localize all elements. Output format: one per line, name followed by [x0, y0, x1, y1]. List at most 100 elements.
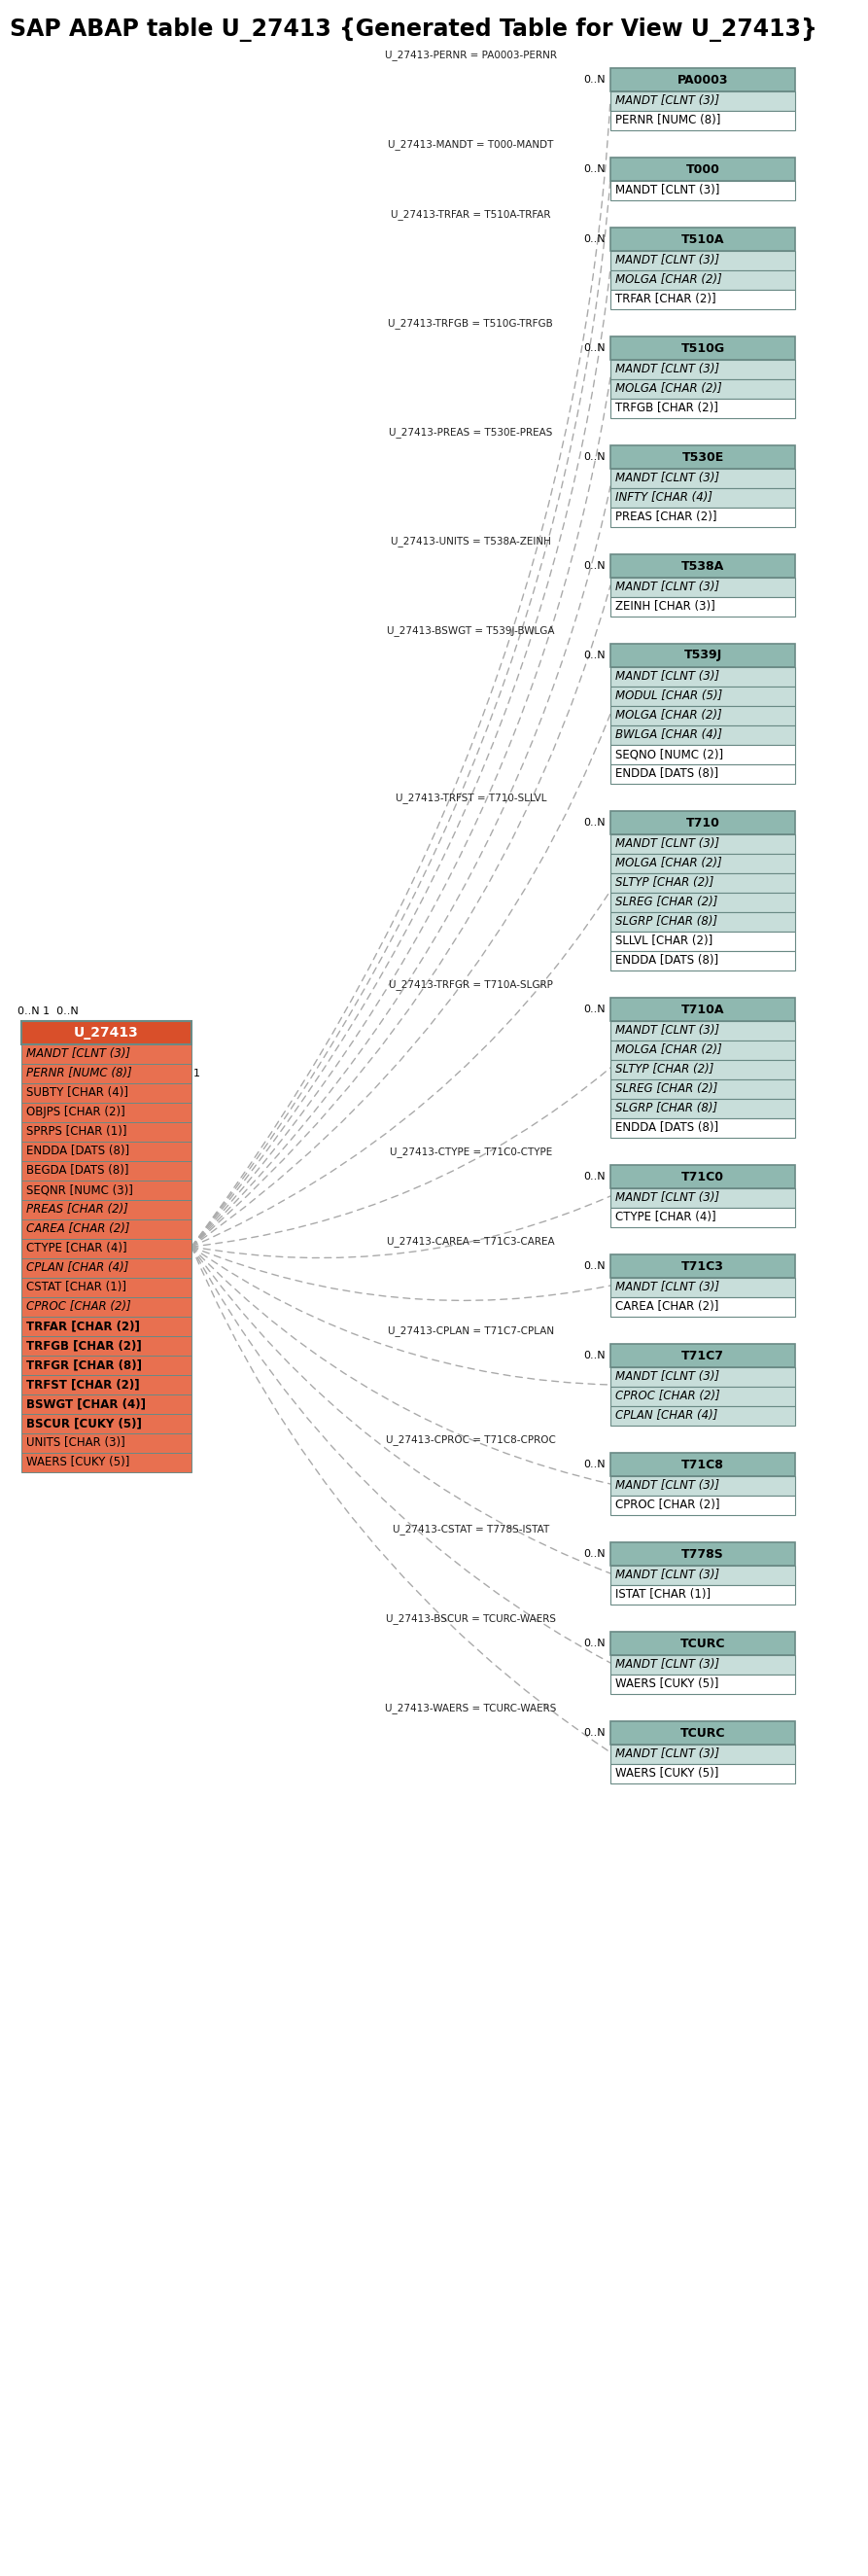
Text: 0..N: 0..N [583, 453, 606, 461]
Text: U_27413-TRFAR = T510A-TRFAR: U_27413-TRFAR = T510A-TRFAR [391, 209, 550, 219]
Text: MOLGA [CHAR (2)]: MOLGA [CHAR (2)] [615, 273, 722, 286]
Text: BEGDA [DATS (8)]: BEGDA [DATS (8)] [26, 1164, 128, 1177]
Bar [22, 1316, 192, 1337]
Text: 1: 1 [194, 1069, 201, 1079]
Text: 0..N: 0..N [583, 234, 606, 245]
Text: U_27413-CTYPE = T71C0-CTYPE: U_27413-CTYPE = T71C0-CTYPE [390, 1146, 552, 1157]
Text: CTYPE [CHAR (4)]: CTYPE [CHAR (4)] [26, 1242, 127, 1255]
Text: WAERS [CUKY (5)]: WAERS [CUKY (5)] [26, 1455, 129, 1468]
Bar [22, 1337, 192, 1355]
Text: 0..N: 0..N [583, 652, 606, 659]
Bar [610, 1453, 795, 1476]
Text: CTYPE [CHAR (4)]: CTYPE [CHAR (4)] [615, 1211, 716, 1224]
Bar [22, 1355, 192, 1376]
Bar [610, 1041, 795, 1059]
Text: U_27413: U_27413 [74, 1025, 139, 1041]
Text: 0..N: 0..N [583, 165, 606, 175]
Bar [610, 644, 795, 667]
Text: T530E: T530E [681, 451, 724, 464]
Bar [22, 1414, 192, 1432]
Text: U_27413-PERNR = PA0003-PERNR: U_27413-PERNR = PA0003-PERNR [385, 49, 556, 59]
Bar [610, 1674, 795, 1695]
Bar [610, 853, 795, 873]
Text: CPLAN [CHAR (4)]: CPLAN [CHAR (4)] [26, 1262, 128, 1275]
Text: CPLAN [CHAR (4)]: CPLAN [CHAR (4)] [615, 1409, 718, 1422]
Text: SLTYP [CHAR (2)]: SLTYP [CHAR (2)] [615, 1064, 713, 1077]
Text: 0..N: 0..N [583, 1461, 606, 1468]
Bar [610, 667, 795, 688]
Text: INFTY [CHAR (4)]: INFTY [CHAR (4)] [615, 492, 713, 505]
Text: MANDT [CLNT (3)]: MANDT [CLNT (3)] [615, 1370, 720, 1383]
Bar [610, 1406, 795, 1425]
Bar [610, 1566, 795, 1584]
Text: U_27413-TRFGR = T710A-SLGRP: U_27413-TRFGR = T710A-SLGRP [389, 979, 553, 989]
Bar [22, 1376, 192, 1394]
Text: 0..N: 0..N [583, 1172, 606, 1182]
Text: U_27413-TRFGB = T510G-TRFGB: U_27413-TRFGB = T510G-TRFGB [388, 317, 553, 330]
Text: U_27413-UNITS = T538A-ZEINH: U_27413-UNITS = T538A-ZEINH [391, 536, 551, 546]
Text: MANDT [CLNT (3)]: MANDT [CLNT (3)] [615, 471, 720, 484]
Text: PERNR [NUMC (8)]: PERNR [NUMC (8)] [615, 113, 720, 126]
Bar [610, 1255, 795, 1278]
Text: T71C7: T71C7 [681, 1350, 724, 1363]
Text: U_27413-PREAS = T530E-PREAS: U_27413-PREAS = T530E-PREAS [389, 428, 553, 438]
Text: ENDDA [DATS (8)]: ENDDA [DATS (8)] [615, 768, 719, 781]
Text: T778S: T778S [681, 1548, 724, 1561]
Bar [610, 951, 795, 971]
Text: U_27413-WAERS = TCURC-WAERS: U_27413-WAERS = TCURC-WAERS [385, 1703, 556, 1713]
Bar [610, 67, 795, 90]
Bar [22, 1298, 192, 1316]
Bar [610, 1656, 795, 1674]
Bar [610, 157, 795, 180]
Text: PERNR [NUMC (8)]: PERNR [NUMC (8)] [26, 1066, 132, 1079]
Text: 0..N: 0..N [583, 1350, 606, 1360]
Text: CAREA [CHAR (2)]: CAREA [CHAR (2)] [615, 1301, 719, 1314]
Bar [610, 1278, 795, 1298]
Text: T710: T710 [686, 817, 720, 829]
Bar [610, 577, 795, 598]
Bar [610, 933, 795, 951]
Bar [610, 598, 795, 616]
Text: MANDT [CLNT (3)]: MANDT [CLNT (3)] [615, 363, 720, 376]
Text: MANDT [CLNT (3)]: MANDT [CLNT (3)] [615, 837, 720, 850]
Bar [610, 811, 795, 835]
Bar [22, 1394, 192, 1414]
Text: SLGRP [CHAR (8)]: SLGRP [CHAR (8)] [615, 914, 718, 927]
Text: ISTAT [CHAR (1)]: ISTAT [CHAR (1)] [615, 1589, 711, 1602]
Text: TRFGB [CHAR (2)]: TRFGB [CHAR (2)] [615, 402, 718, 415]
Bar [610, 1584, 795, 1605]
Bar [610, 1118, 795, 1139]
Text: T710A: T710A [681, 1002, 725, 1015]
Text: 0..N: 0..N [583, 1262, 606, 1270]
Text: MANDT [CLNT (3)]: MANDT [CLNT (3)] [615, 255, 720, 268]
Bar [610, 1059, 795, 1079]
Text: 0..N: 0..N [583, 817, 606, 827]
Text: 0..N: 0..N [583, 562, 606, 572]
Bar [22, 1141, 192, 1162]
Text: MANDT [CLNT (3)]: MANDT [CLNT (3)] [615, 1280, 720, 1293]
Text: PREAS [CHAR (2)]: PREAS [CHAR (2)] [26, 1203, 128, 1216]
Text: TRFAR [CHAR (2)]: TRFAR [CHAR (2)] [615, 294, 716, 307]
Text: MANDT [CLNT (3)]: MANDT [CLNT (3)] [26, 1048, 130, 1061]
Bar [610, 1298, 795, 1316]
Text: MANDT [CLNT (3)]: MANDT [CLNT (3)] [615, 1569, 720, 1582]
Bar [22, 1084, 192, 1103]
Text: U_27413-CPROC = T71C8-CPROC: U_27413-CPROC = T71C8-CPROC [385, 1435, 556, 1445]
Text: 0..N: 0..N [583, 1638, 606, 1649]
Bar [610, 250, 795, 270]
Text: U_27413-BSCUR = TCURC-WAERS: U_27413-BSCUR = TCURC-WAERS [385, 1613, 556, 1623]
Bar [610, 469, 795, 489]
Text: 0..N: 0..N [583, 343, 606, 353]
Text: TRFGR [CHAR (8)]: TRFGR [CHAR (8)] [26, 1360, 141, 1370]
Bar [22, 1043, 192, 1064]
Text: U_27413-TRFST = T710-SLLVL: U_27413-TRFST = T710-SLLVL [395, 793, 546, 804]
Bar [610, 835, 795, 853]
Bar [610, 688, 795, 706]
Text: T71C8: T71C8 [681, 1458, 724, 1471]
Bar [610, 1100, 795, 1118]
Text: WAERS [CUKY (5)]: WAERS [CUKY (5)] [615, 1677, 719, 1690]
Text: MANDT [CLNT (3)]: MANDT [CLNT (3)] [615, 1193, 720, 1206]
Text: 0..N: 0..N [583, 1728, 606, 1739]
Bar [610, 1721, 795, 1744]
Text: 0..N: 0..N [583, 75, 606, 85]
